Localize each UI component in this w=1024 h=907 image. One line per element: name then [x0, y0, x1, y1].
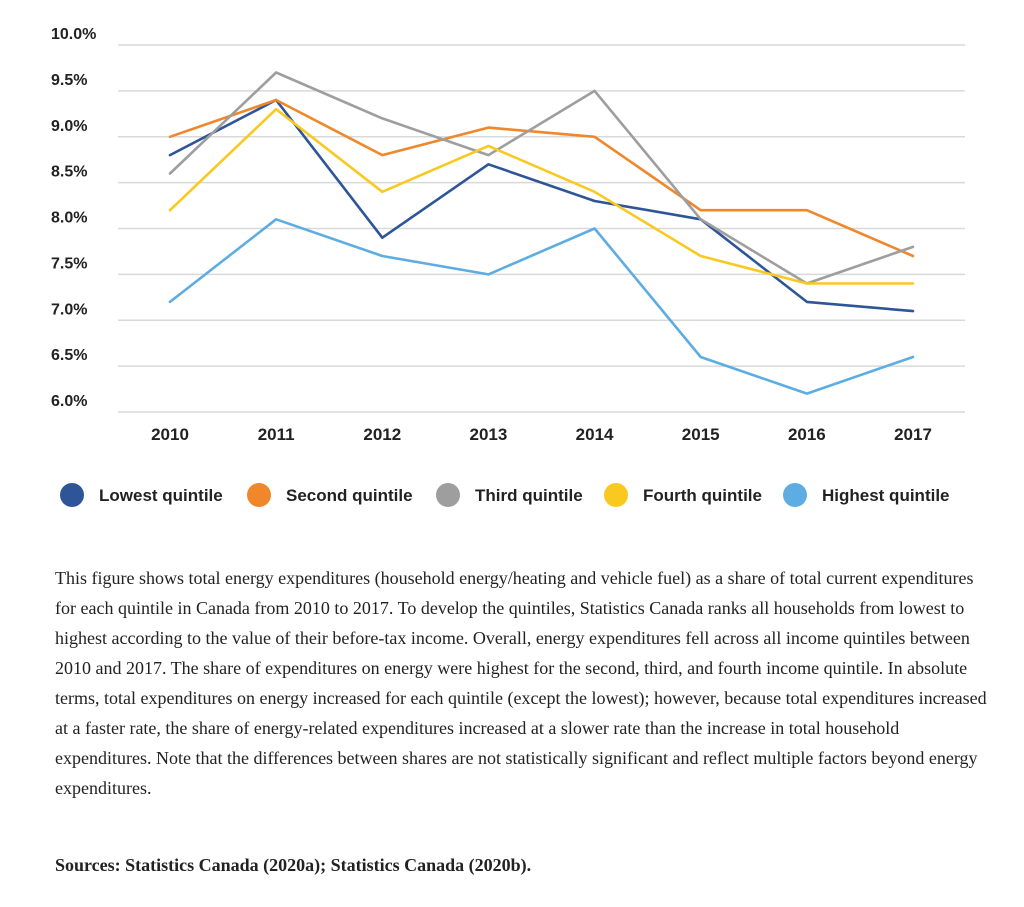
- figure-caption: This figure shows total energy expenditu…: [55, 568, 987, 798]
- series-layer: [168, 71, 915, 395]
- y-tick-label: 9.0%: [51, 118, 87, 135]
- grid-layer: [118, 44, 965, 413]
- series-line-second-quintile: [168, 98, 915, 258]
- series-line-highest-quintile: [168, 218, 915, 395]
- x-tick-label: 2014: [576, 425, 614, 444]
- legend-swatch: [247, 483, 271, 507]
- legend-item: Second quintile: [247, 483, 413, 507]
- legend-item: Third quintile: [436, 483, 583, 507]
- legend-item: Fourth quintile: [604, 483, 762, 507]
- legend: Lowest quintile Second quintile Third quin…: [60, 483, 950, 507]
- x-tick-label: 2013: [470, 425, 508, 444]
- y-tick-label: 6.0%: [51, 393, 87, 410]
- x-tick-label: 2017: [894, 425, 932, 444]
- y-tick-label: 8.5%: [51, 164, 87, 181]
- legend-label: Fourth quintile: [643, 486, 762, 505]
- y-tick-label: 7.0%: [51, 301, 87, 318]
- y-tick-label: 9.5%: [51, 72, 87, 89]
- legend-swatch: [604, 483, 628, 507]
- y-tick-label: 6.5%: [51, 347, 87, 364]
- x-tick-label: 2011: [258, 425, 295, 444]
- x-tick-label: 2010: [151, 425, 189, 444]
- series-line-fourth-quintile: [168, 107, 915, 285]
- x-tick-label: 2016: [788, 425, 826, 444]
- x-tick-label: 2012: [363, 425, 401, 444]
- y-axis-ticks: 6.0% 6.5% 7.0% 7.5% 8.0% 8.5% 9.0% 9.5% 10.0%: [51, 26, 96, 410]
- y-tick-label: 8.0%: [51, 210, 87, 227]
- series-line-third-quintile: [168, 71, 915, 285]
- legend-item: Highest quintile: [783, 483, 950, 507]
- line-chart: 6.0% 6.5% 7.0% 7.5% 8.0% 8.5% 9.0% 9.5% 10.0% 20…: [51, 26, 965, 507]
- legend-item: Lowest quintile: [60, 483, 223, 507]
- chart-svg: 6.0% 6.5% 7.0% 7.5% 8.0% 8.5% 9.0% 9.5% 10.0% 20…: [51, 26, 965, 507]
- y-tick-label: 7.5%: [51, 255, 87, 272]
- legend-label: Second quintile: [286, 486, 413, 505]
- legend-label: Third quintile: [475, 486, 583, 505]
- legend-swatch: [436, 483, 460, 507]
- legend-label: Highest quintile: [822, 486, 950, 505]
- x-axis-ticks: 2010 2011 2012 2013 2014 2015 2016 2017: [151, 425, 932, 444]
- sources-note: Sources: Statistics Canada (2020a); Stat…: [55, 855, 532, 875]
- legend-swatch: [783, 483, 807, 507]
- legend-label: Lowest quintile: [99, 486, 223, 505]
- y-tick-label: 10.0%: [51, 26, 96, 43]
- x-tick-label: 2015: [682, 425, 720, 444]
- legend-swatch: [60, 483, 84, 507]
